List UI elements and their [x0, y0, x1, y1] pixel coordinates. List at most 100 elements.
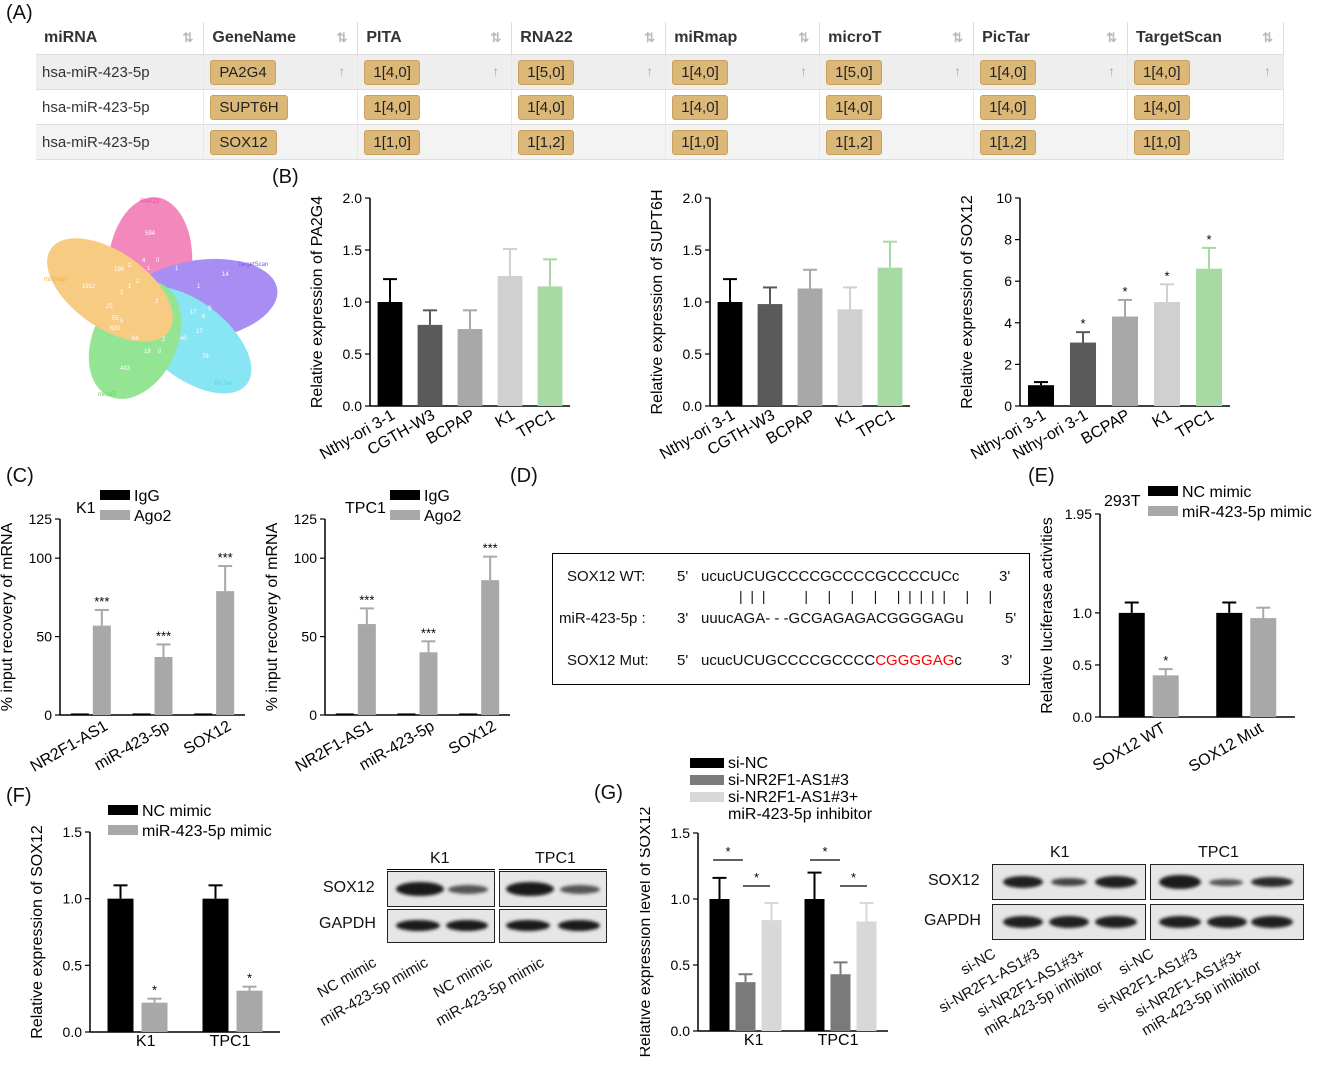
panel-label-f: (F) [6, 785, 32, 807]
blot-panel [387, 909, 495, 943]
bar [1118, 612, 1145, 717]
venn-label-pictar: PicTar [215, 381, 232, 387]
bar [417, 324, 443, 406]
y-tick-label: 1.5 [343, 242, 363, 258]
venn-count: 2 [136, 279, 140, 285]
table-cell: 1[1,2] [819, 124, 975, 160]
venn-count: 2 [162, 337, 166, 343]
y-tick-label: 125 [29, 511, 53, 527]
venn-ellipse-mirmap [47, 238, 173, 342]
significance-label: * [1163, 653, 1168, 668]
bar [1195, 268, 1223, 406]
sort-icon[interactable]: ⇅ [952, 30, 964, 45]
column-header[interactable]: GeneName ⇅ [203, 22, 359, 55]
band [1209, 879, 1243, 886]
column-header[interactable]: PITA ⇅ [357, 22, 513, 55]
bar [216, 591, 235, 715]
sort-icon[interactable]: ⇅ [490, 30, 502, 45]
sort-icon[interactable]: ⇅ [644, 30, 656, 45]
column-header[interactable]: microT ⇅ [819, 22, 975, 55]
significance-label: *** [359, 592, 374, 607]
venn-count: 620 [110, 326, 121, 332]
column-header[interactable]: RNA22 ⇅ [511, 22, 667, 55]
legend-swatch [108, 825, 138, 835]
sort-icon[interactable]: ⇅ [182, 30, 194, 45]
sort-icon[interactable]: ⇅ [1262, 30, 1273, 45]
band [1051, 878, 1087, 886]
venn-count: 594 [145, 231, 156, 237]
arrow-up-icon: ↑ [954, 63, 962, 79]
table-cell: 1[1,0] [1127, 124, 1285, 160]
significance-label: * [1080, 316, 1085, 331]
y-tick-label: 50 [36, 629, 52, 645]
blot-panel [499, 871, 607, 907]
legend-label: miR-423-5p inhibitor [728, 806, 873, 823]
venn-count: 84 [132, 336, 139, 342]
band [396, 920, 440, 931]
x-tick-label: TPC1 [1173, 407, 1217, 442]
column-header[interactable]: miRmap ⇅ [665, 22, 821, 55]
bar [709, 899, 730, 1031]
sort-icon[interactable]: ⇅ [1106, 30, 1117, 45]
column-header[interactable]: miRNA ⇅ [36, 22, 205, 55]
table-cell: 1[4,0] [819, 89, 975, 125]
bar [757, 304, 783, 406]
table-cell: 1[4,0] [511, 89, 667, 125]
y-tick-label: 0.5 [63, 957, 83, 973]
blot-group-label: TPC1 [1198, 844, 1239, 861]
blot-panel [992, 864, 1146, 900]
table-cell: 1[1,2] [511, 124, 667, 160]
bar [459, 713, 478, 715]
venn-count: 14 [222, 272, 229, 278]
significance-label: *** [94, 594, 109, 609]
panel-label-c: (C) [6, 465, 34, 487]
band [1251, 877, 1293, 887]
y-tick-label: 1.5 [671, 825, 691, 841]
band [1003, 916, 1043, 928]
y-axis-label: Relative luciferase activities [1040, 517, 1056, 714]
legend-label: si-NR2F1-AS1#3+ [728, 789, 858, 806]
table-row[interactable]: hsa-miR-423-5p PA2G4 ↑ 1[4,0] ↑ 1[5,0] ↑ 1[… [36, 54, 1285, 90]
y-tick-label: 6 [1004, 273, 1012, 289]
bar [1069, 342, 1097, 406]
table-row[interactable]: hsa-miR-423-5p SOX12 1[1,0] 1[1,2] 1[1,0… [36, 124, 1285, 160]
table-cell: PA2G4 ↑ [203, 54, 359, 90]
mut-sequence: ucucUCUGCCCCGCCCCCGGGGAGc [701, 652, 962, 669]
y-tick-label: 1.0 [343, 294, 363, 310]
table-cell: 1[4,0] [357, 89, 513, 125]
legend-swatch [690, 758, 724, 768]
venn-count: 76 [202, 354, 209, 360]
venn-count: 6 [202, 314, 206, 320]
significance-label: *** [156, 628, 171, 643]
table-row[interactable]: hsa-miR-423-5p SUPT6H 1[4,0] 1[4,0] 1[4,… [36, 89, 1285, 125]
band [1207, 916, 1247, 928]
table-cell: 1[4,0] [665, 89, 821, 125]
significance-label: * [1164, 268, 1169, 283]
wt-label: SOX12 WT: [567, 568, 646, 585]
bar [1152, 675, 1179, 717]
y-axis-label: Relative expression of PA2G4 [309, 196, 326, 408]
blot-panel [1150, 904, 1304, 940]
bar [419, 652, 438, 715]
significance-label: *** [483, 541, 498, 556]
chart-title: TPC1 [345, 500, 386, 517]
sort-icon[interactable]: ⇅ [798, 30, 810, 45]
column-header[interactable]: PicTar ⇅ [973, 22, 1128, 55]
blot-row-label: GAPDH [319, 915, 376, 932]
significance-label: * [1122, 284, 1127, 299]
bar [497, 276, 523, 406]
blot-panel [499, 909, 607, 943]
table-cell: SOX12 [203, 124, 359, 160]
y-tick-label: 0 [1004, 398, 1012, 414]
x-tick-label: TPC1 [514, 407, 558, 442]
y-tick-label: 0.5 [683, 346, 703, 362]
sort-icon[interactable]: ⇅ [336, 30, 348, 45]
x-tick-label: SOX12 Mut [1186, 719, 1267, 775]
bar [1111, 316, 1139, 406]
bar [70, 713, 89, 715]
western-blot-f: K1 TPC1 SOX12 GAPDH NC mimic miR-423-5p … [314, 845, 615, 1045]
column-header[interactable]: TargetScan ⇅ [1127, 22, 1285, 55]
venn-diagram: 594 14 76 443 1912 196 2 4 0 1 1 3 1 17 … [44, 197, 278, 399]
significance-label: * [754, 870, 759, 885]
table-cell: 1[4,0] ↑ [973, 54, 1128, 90]
